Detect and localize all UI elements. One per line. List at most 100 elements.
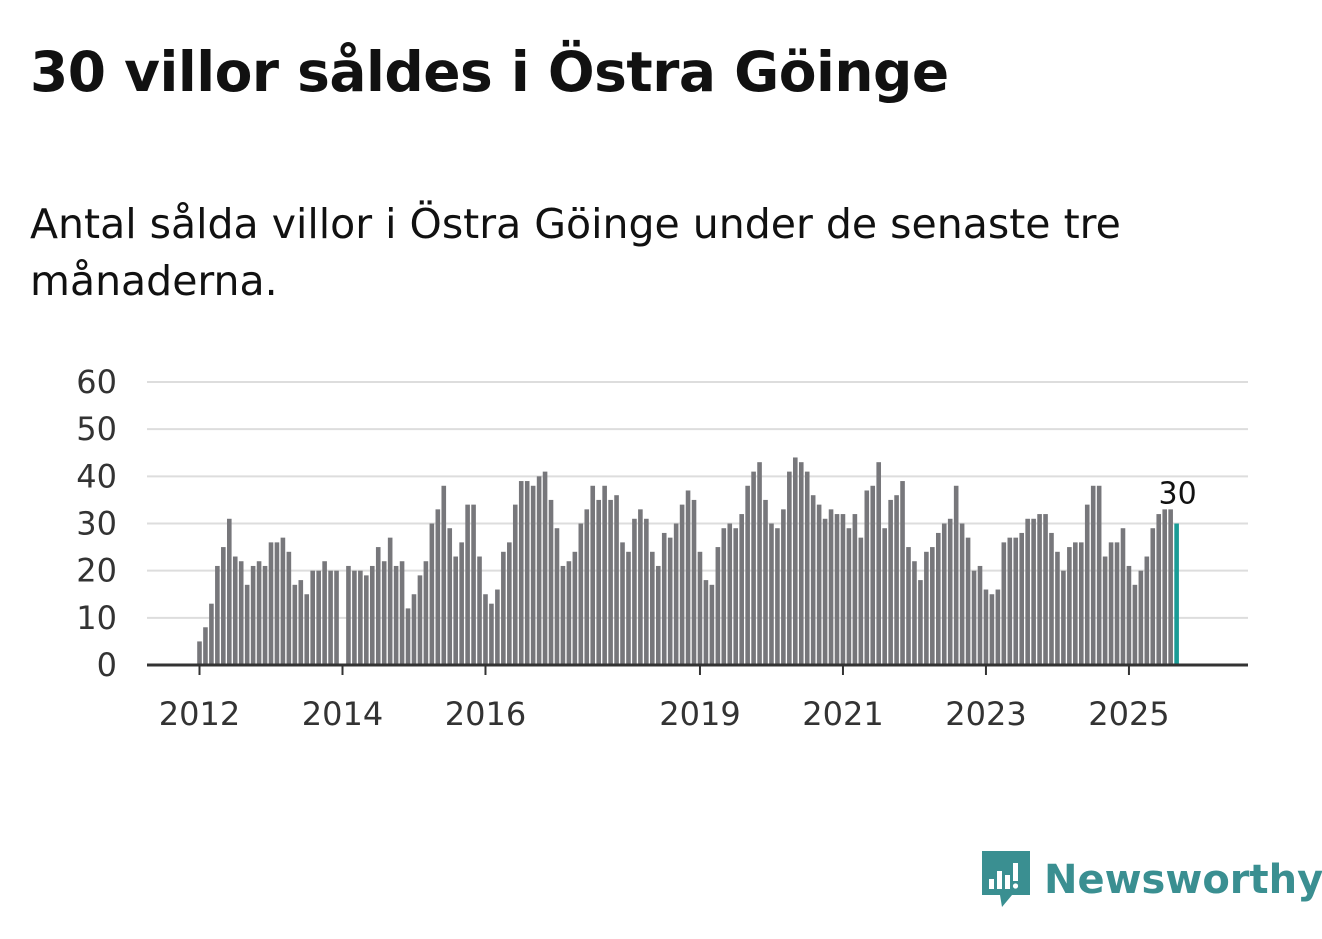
bar <box>1138 570 1144 665</box>
bar <box>590 485 596 665</box>
bar <box>721 528 727 665</box>
bar <box>673 523 679 665</box>
bar <box>1144 556 1150 665</box>
bar <box>834 514 840 665</box>
bar-highlight <box>1174 523 1179 665</box>
y-tick-label: 10 <box>76 599 117 637</box>
bar <box>1061 570 1066 665</box>
bar <box>1114 542 1120 665</box>
bar <box>822 518 828 665</box>
bar <box>381 561 387 665</box>
bar <box>566 561 572 665</box>
bar <box>203 627 208 665</box>
bar <box>1037 514 1042 665</box>
bar <box>882 528 887 665</box>
bar <box>1043 514 1048 665</box>
bar <box>435 509 441 665</box>
bar <box>906 547 911 665</box>
bar <box>209 603 214 665</box>
x-tick-label: 2023 <box>945 695 1026 733</box>
bar <box>1168 509 1173 665</box>
bar <box>608 499 613 665</box>
x-tick-label: 2025 <box>1088 695 1169 733</box>
y-tick-label: 40 <box>76 457 117 495</box>
x-tick-label: 2016 <box>445 695 526 733</box>
bar <box>489 603 494 665</box>
bar <box>250 565 256 665</box>
bar <box>661 532 667 665</box>
bar <box>632 518 637 665</box>
bar <box>655 565 661 665</box>
bar <box>286 551 292 665</box>
bar <box>352 570 357 665</box>
bar <box>292 584 298 665</box>
highlight-value-label: 30 <box>1159 477 1197 512</box>
bar <box>644 518 649 665</box>
bar <box>221 547 226 665</box>
bar <box>810 495 816 665</box>
bar <box>274 542 280 665</box>
bar <box>757 462 762 665</box>
bar <box>465 504 470 665</box>
bar <box>471 504 476 665</box>
bar <box>322 561 327 665</box>
bar <box>989 594 995 665</box>
bar <box>846 528 852 665</box>
bar <box>894 495 899 665</box>
bar <box>626 551 631 665</box>
bar <box>1025 518 1030 665</box>
bar <box>959 523 965 665</box>
bar <box>900 481 905 665</box>
bar <box>828 509 834 665</box>
x-tick-label: 2021 <box>802 695 883 733</box>
bar <box>369 565 375 665</box>
bar <box>524 481 530 665</box>
bar <box>459 542 464 665</box>
bar <box>1108 542 1114 665</box>
bar <box>620 542 625 665</box>
brand-name: Newsworthy <box>1044 857 1322 903</box>
bar <box>787 471 792 665</box>
bar <box>477 556 482 665</box>
bar <box>840 514 846 665</box>
bar <box>483 594 488 665</box>
bar <box>507 542 512 665</box>
bar <box>334 570 339 665</box>
bar <box>1031 518 1036 665</box>
bar <box>769 523 774 665</box>
bar-chart: 0 10 20 30 40 50 60 2012 2014 2016 2019 2021 2023 202… <box>76 363 1248 733</box>
bar <box>298 580 304 665</box>
bar <box>405 608 411 665</box>
bar <box>983 589 989 665</box>
bar <box>667 537 673 665</box>
bar <box>429 523 435 665</box>
bar <box>268 542 274 665</box>
y-tick-label: 60 <box>76 363 117 401</box>
bar <box>1126 565 1132 665</box>
bar <box>995 589 1001 665</box>
bar <box>280 537 286 665</box>
bar <box>232 556 238 665</box>
bar <box>1055 551 1060 665</box>
chart-title: 30 villor såldes i Östra Göinge <box>30 40 949 104</box>
bar <box>578 523 584 665</box>
bar <box>262 565 268 665</box>
bar <box>858 537 864 665</box>
bar <box>399 561 405 665</box>
bar <box>215 565 220 665</box>
bar <box>763 499 768 665</box>
bar <box>375 547 381 665</box>
bar <box>935 532 941 665</box>
bar <box>1162 509 1167 665</box>
bar <box>358 570 363 665</box>
bar <box>918 580 923 665</box>
bar <box>709 584 715 665</box>
bar <box>727 523 733 665</box>
bar <box>745 485 750 665</box>
bar <box>888 499 893 665</box>
bar <box>977 565 983 665</box>
bar <box>775 528 780 665</box>
bar <box>387 537 393 665</box>
bar <box>697 551 703 665</box>
bar <box>715 547 721 665</box>
